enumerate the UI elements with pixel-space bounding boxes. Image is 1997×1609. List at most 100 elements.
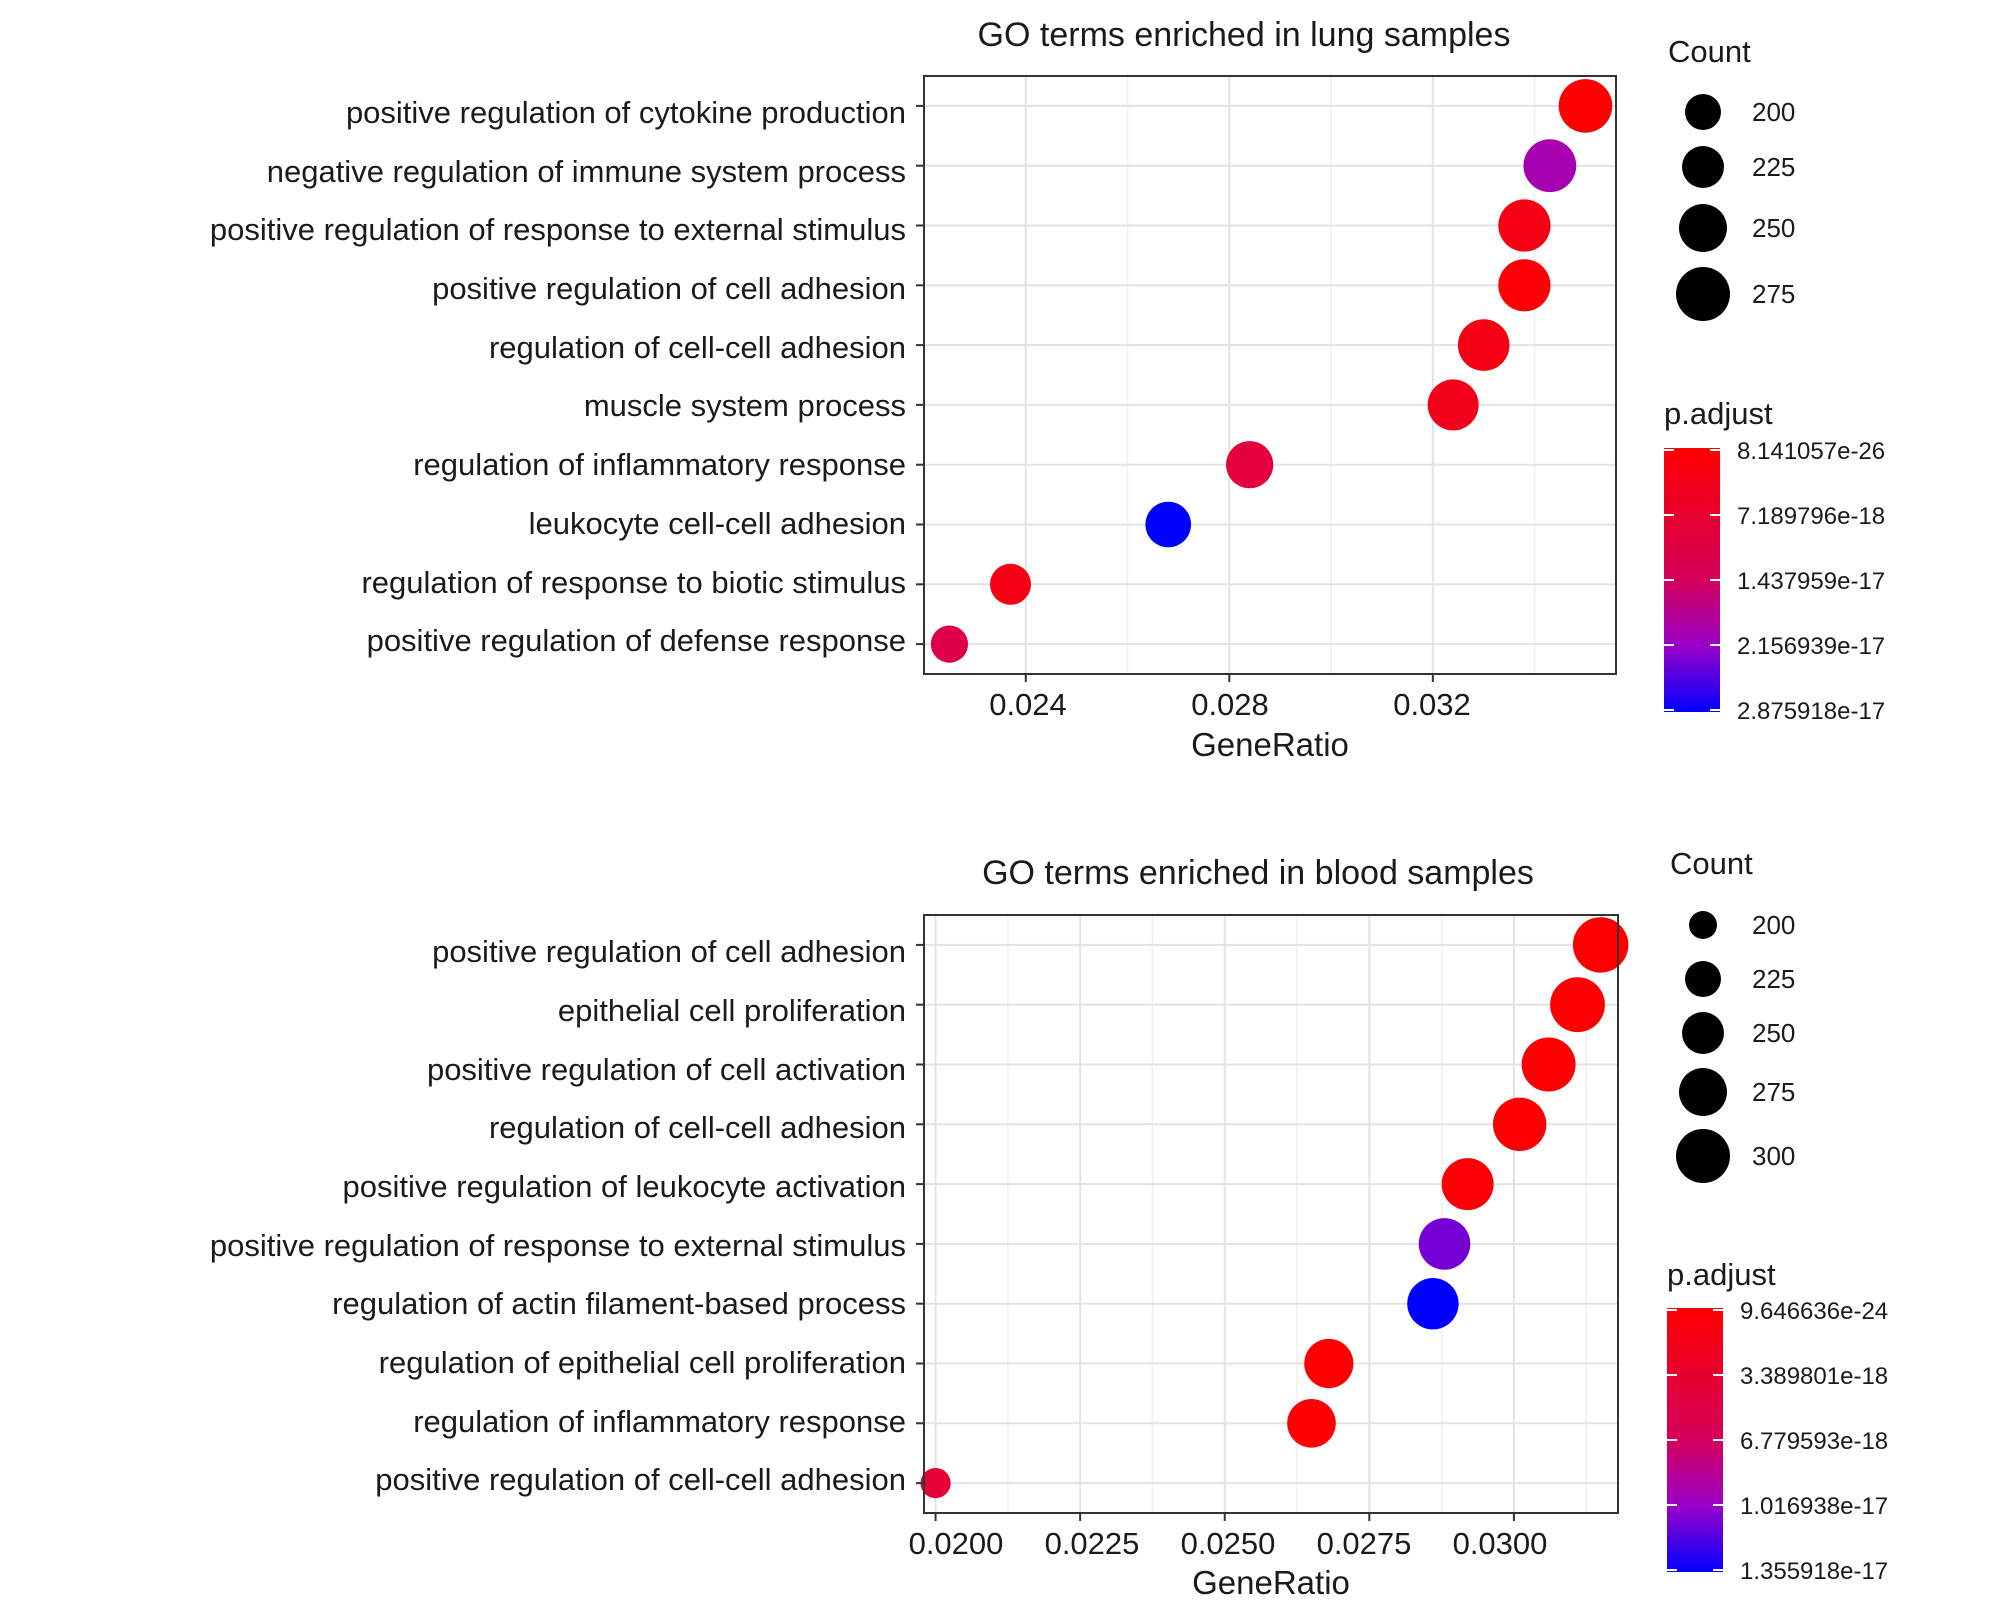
padjust-colorbar-ticks [1667, 1309, 1723, 1571]
data-point [1498, 259, 1551, 312]
y-tick-label: positive regulation of cell adhesion [432, 271, 906, 306]
padjust-legend-label: 3.389801e-18 [1740, 1363, 1888, 1390]
padjust-legend-label: 2.875918e-17 [1737, 698, 1885, 725]
count-legend-key [1676, 267, 1730, 321]
count-legend-key [1679, 1068, 1727, 1116]
data-point [1558, 79, 1613, 133]
count-legend-label: 225 [1752, 964, 1795, 994]
count-legend-key [1682, 1012, 1724, 1054]
y-tick-label: positive regulation of leukocyte activat… [343, 1169, 907, 1204]
data-point [1407, 1278, 1459, 1330]
count-legend-label: 200 [1752, 910, 1795, 940]
y-tick-label: positive regulation of cytokine producti… [346, 95, 906, 130]
count-legend-key [1685, 961, 1721, 997]
data-point [1226, 441, 1274, 489]
data-point [930, 625, 969, 663]
count-legend-label: 275 [1752, 1077, 1795, 1107]
data-point [1550, 977, 1605, 1033]
count-legend-label: 250 [1752, 1018, 1795, 1048]
data-point [1145, 501, 1192, 548]
y-tick-label: regulation of inflammatory response [413, 1404, 906, 1439]
padjust-legend-label: 1.016938e-17 [1740, 1493, 1888, 1520]
lung-y-axis: positive regulation of cytokine producti… [210, 95, 924, 658]
padjust-legend-label: 7.189796e-18 [1737, 503, 1885, 530]
x-tick-label: 0.0275 [1317, 1526, 1412, 1561]
padjust-legend-label: 2.156939e-17 [1737, 633, 1885, 660]
blood-panel: GO terms enriched in blood samples posit… [210, 846, 1888, 1601]
y-tick-label: regulation of actin filament-based proce… [332, 1286, 906, 1321]
y-tick-label: positive regulation of cell adhesion [432, 934, 906, 969]
count-legend-key [1685, 94, 1721, 130]
data-point [1498, 199, 1551, 252]
padjust-legend-label: 9.646636e-24 [1740, 1298, 1888, 1325]
lung-plot-panel [924, 76, 1616, 674]
y-tick-label: regulation of cell-cell adhesion [489, 1110, 906, 1145]
x-tick-label: 0.0250 [1181, 1526, 1276, 1561]
data-point [1572, 917, 1629, 973]
x-tick-label: 0.024 [989, 687, 1067, 722]
count-legend-label: 250 [1752, 213, 1795, 243]
count-legend-key [1689, 911, 1717, 939]
blood-plot-panel [924, 915, 1618, 1513]
y-tick-label: positive regulation of response to exter… [210, 212, 906, 247]
padjust-legend-title: p.adjust [1667, 1257, 1776, 1292]
data-point [1492, 1097, 1547, 1152]
blood-padjust-legend: p.adjust 9.646636e-24 3.389801e-18 6.779… [1667, 1257, 1888, 1585]
count-legend-key [1682, 146, 1724, 188]
data-point [1427, 379, 1479, 431]
x-tick-label: 0.032 [1393, 687, 1471, 722]
blood-x-axis: 0.0200 0.0225 0.0250 0.0275 0.0300 [909, 1513, 1548, 1561]
x-tick-label: 0.028 [1191, 687, 1269, 722]
lung-chart-title: GO terms enriched in lung samples [978, 16, 1511, 54]
x-tick-label: 0.0200 [909, 1526, 1004, 1561]
y-tick-label: positive regulation of defense response [367, 623, 906, 658]
count-legend-title: Count [1668, 34, 1751, 69]
blood-chart-title: GO terms enriched in blood samples [982, 854, 1534, 892]
y-tick-label: positive regulation of response to exter… [210, 1228, 906, 1263]
blood-y-axis: positive regulation of cell adhesion epi… [210, 934, 924, 1497]
count-legend-key [1679, 204, 1727, 252]
padjust-legend-label: 6.779593e-18 [1740, 1428, 1888, 1455]
data-point [1418, 1218, 1471, 1270]
count-legend-label: 200 [1752, 97, 1795, 127]
data-point [1457, 319, 1510, 371]
count-legend-label: 300 [1752, 1141, 1795, 1171]
lung-panel: GO terms enriched in lung samples positi… [210, 16, 1885, 763]
blood-count-legend: Count 200 225 250 275 300 [1670, 846, 1795, 1183]
y-tick-label: epithelial cell proliferation [558, 993, 906, 1028]
padjust-colorbar-ticks [1664, 449, 1720, 711]
padjust-legend-title: p.adjust [1664, 396, 1773, 431]
data-point [1441, 1158, 1494, 1211]
y-tick-label: positive regulation of cell-cell adhesio… [375, 1462, 906, 1497]
count-legend-key [1676, 1129, 1730, 1183]
data-point [1521, 1037, 1576, 1092]
blood-points [920, 917, 1629, 1499]
padjust-legend-label: 8.141057e-26 [1737, 438, 1885, 465]
blood-plot-border [923, 914, 1619, 1514]
data-point [1523, 139, 1577, 193]
x-tick-label: 0.0300 [1453, 1526, 1548, 1561]
lung-x-axis: 0.024 0.028 0.032 [989, 674, 1471, 722]
y-tick-label: regulation of cell-cell adhesion [489, 330, 906, 365]
lung-plot-border [923, 75, 1617, 675]
y-tick-label: muscle system process [584, 388, 906, 423]
y-tick-label: regulation of response to biotic stimulu… [361, 565, 906, 600]
padjust-legend-label: 1.355918e-17 [1740, 1558, 1888, 1585]
y-tick-label: leukocyte cell-cell adhesion [529, 506, 906, 541]
lung-count-legend: Count 200 225 250 275 [1668, 34, 1795, 321]
data-point [920, 1468, 951, 1499]
data-point [1304, 1338, 1354, 1389]
padjust-legend-label: 1.437959e-17 [1737, 568, 1885, 595]
y-tick-label: negative regulation of immune system pro… [267, 154, 906, 189]
data-point [1287, 1399, 1336, 1448]
blood-x-axis-title: GeneRatio [1192, 1564, 1350, 1601]
x-tick-label: 0.0225 [1045, 1526, 1140, 1561]
data-point [990, 563, 1031, 605]
count-legend-label: 225 [1752, 152, 1795, 182]
lung-points [930, 79, 1613, 663]
lung-padjust-legend: p.adjust 8.141057e-26 7.189796e-18 1.437… [1664, 396, 1885, 725]
blood-gridlines [924, 915, 1618, 1513]
count-legend-label: 275 [1752, 279, 1795, 309]
count-legend-title: Count [1670, 846, 1753, 881]
